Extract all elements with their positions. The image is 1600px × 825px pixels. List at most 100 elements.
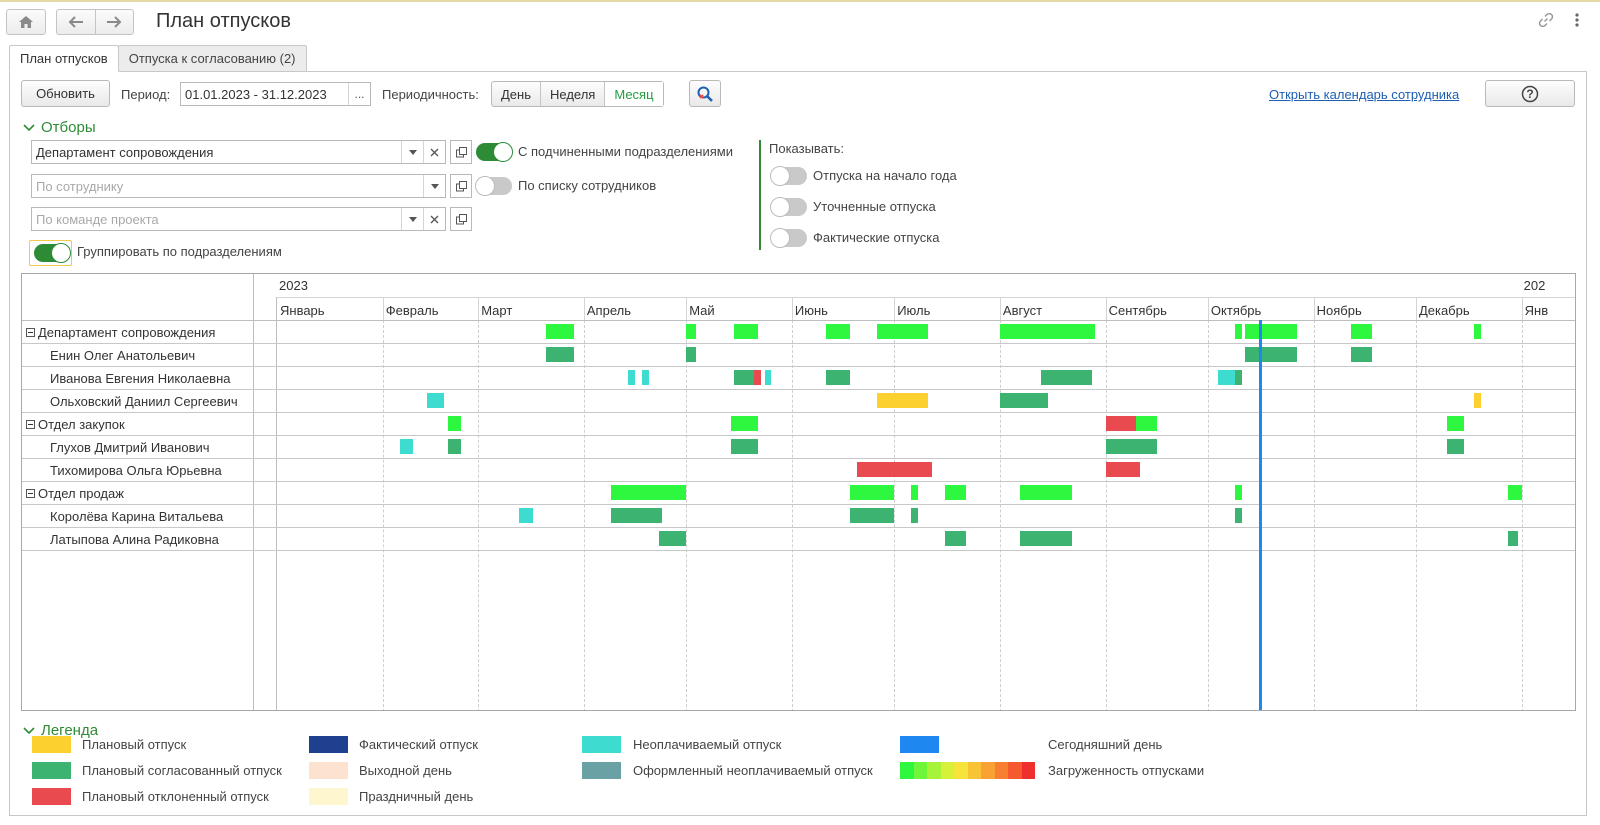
back-button[interactable] — [57, 10, 95, 34]
vacation-bar[interactable] — [399, 439, 414, 454]
vacation-bar[interactable] — [856, 462, 881, 477]
vacation-bar[interactable] — [877, 393, 929, 408]
vacation-bar[interactable] — [1105, 416, 1140, 431]
vacation-bar[interactable] — [611, 485, 687, 500]
vacation-bar[interactable] — [1508, 531, 1519, 546]
vacation-bar[interactable] — [849, 485, 895, 500]
employee-row-name[interactable]: Латыпова Алина Радиковна — [22, 528, 254, 551]
employee-row-name[interactable]: Енин Олег Анатольевич — [22, 344, 254, 367]
show-start-year-toggle[interactable] — [770, 166, 807, 186]
vacation-bar[interactable] — [628, 370, 636, 385]
vacation-bar[interactable] — [826, 324, 850, 339]
vacation-bar[interactable] — [1235, 485, 1243, 500]
vacation-bar[interactable] — [1245, 347, 1297, 362]
collapse-icon[interactable] — [26, 328, 35, 337]
show-refined-toggle[interactable] — [770, 197, 807, 217]
vacation-bar[interactable] — [945, 531, 966, 546]
vacation-bar[interactable] — [1020, 531, 1072, 546]
periodicity-month[interactable]: Месяц — [604, 82, 663, 106]
period-select-button[interactable]: ... — [348, 83, 370, 105]
vacation-bar[interactable] — [611, 508, 663, 523]
vacation-bar[interactable] — [546, 324, 574, 339]
group-row-name[interactable]: Отдел продаж — [22, 482, 254, 505]
open-employee-calendar-link[interactable]: Открыть календарь сотрудника — [1269, 87, 1460, 102]
employee-row-name[interactable]: Тихомирова Ольга Юрьевна — [22, 459, 254, 482]
team-clear-button[interactable] — [423, 208, 445, 230]
vacation-bar[interactable] — [764, 370, 772, 385]
vacation-bar[interactable] — [1446, 416, 1464, 431]
vacation-gantt-chart[interactable]: 2023 202 Январь Февраль Март Апрель Май Июнь Июл… — [21, 273, 1576, 711]
vacation-bar[interactable] — [1473, 324, 1481, 339]
employee-filter[interactable]: По сотруднику — [31, 174, 446, 198]
tab-vacations-to-approve[interactable]: Отпуска к согласованию (2) — [117, 45, 307, 72]
vacation-bar[interactable] — [1235, 370, 1243, 385]
department-clear-button[interactable] — [423, 141, 445, 163]
group-row-name[interactable]: Департамент сопровождения — [22, 321, 254, 344]
vacation-bar[interactable] — [730, 439, 758, 454]
employee-row-name[interactable]: Ольховский Даниил Сергеевич — [22, 390, 254, 413]
vacation-bar[interactable] — [945, 485, 966, 500]
vacation-bar[interactable] — [733, 324, 758, 339]
vacation-bar[interactable] — [641, 370, 649, 385]
employee-dropdown-button[interactable] — [423, 175, 445, 197]
vacation-bar[interactable] — [686, 347, 697, 362]
employee-row-name[interactable]: Иванова Евгения Николаевна — [22, 367, 254, 390]
vacation-bar[interactable] — [1040, 370, 1092, 385]
vacation-bar[interactable] — [519, 508, 533, 523]
periodicity-week[interactable]: Неделя — [540, 82, 604, 106]
vacation-bar[interactable] — [1105, 462, 1140, 477]
vacation-bar[interactable] — [447, 439, 462, 454]
vacation-bar[interactable] — [880, 462, 932, 477]
vacation-bar[interactable] — [1245, 324, 1297, 339]
vacation-bar[interactable] — [877, 324, 929, 339]
home-button[interactable] — [6, 9, 46, 35]
vacation-bar[interactable] — [911, 508, 919, 523]
vacation-bar[interactable] — [1235, 508, 1243, 523]
employee-row-name[interactable]: Королёва Карина Витальева — [22, 505, 254, 528]
vacation-bar[interactable] — [1136, 416, 1157, 431]
vacation-bar[interactable] — [447, 416, 462, 431]
period-field[interactable]: 01.01.2023 - 31.12.2023 ... — [180, 82, 371, 106]
vacation-bar[interactable] — [1508, 485, 1522, 500]
employee-row-name[interactable]: Глухов Дмитрий Иванович — [22, 436, 254, 459]
vacation-bar[interactable] — [754, 370, 762, 385]
group-by-department-toggle[interactable] — [34, 243, 71, 263]
employee-open-button[interactable] — [450, 174, 472, 198]
group-row-name[interactable]: Отдел закупок — [22, 413, 254, 436]
more-menu-button[interactable] — [1575, 12, 1579, 28]
forward-button[interactable] — [94, 10, 134, 34]
team-dropdown-button[interactable] — [401, 208, 423, 230]
team-open-button[interactable] — [450, 207, 472, 231]
collapse-icon[interactable] — [26, 420, 35, 429]
with-subdivisions-toggle[interactable] — [476, 142, 513, 162]
legend-section-header[interactable]: Легенда — [23, 722, 98, 739]
department-open-button[interactable] — [450, 140, 472, 164]
vacation-bar[interactable] — [1351, 347, 1372, 362]
link-button[interactable] — [1538, 12, 1554, 28]
filters-section-header[interactable]: Отборы — [23, 119, 96, 136]
by-employee-list-toggle[interactable] — [475, 176, 512, 196]
vacation-bar[interactable] — [1218, 370, 1239, 385]
vacation-bar[interactable] — [733, 370, 758, 385]
vacation-bar[interactable] — [1235, 324, 1243, 339]
help-button[interactable]: ? — [1485, 80, 1575, 107]
vacation-bar[interactable] — [999, 393, 1048, 408]
vacation-bar[interactable] — [658, 531, 687, 546]
vacation-bar[interactable] — [999, 324, 1096, 339]
tab-vacation-plan[interactable]: План отпусков — [9, 45, 119, 72]
collapse-icon[interactable] — [26, 489, 35, 498]
vacation-bar[interactable] — [686, 324, 697, 339]
vacation-bar[interactable] — [826, 370, 850, 385]
department-filter[interactable]: Департамент сопровождения — [31, 140, 446, 164]
show-actual-toggle[interactable] — [770, 228, 807, 248]
refresh-button[interactable]: Обновить — [21, 80, 110, 107]
vacation-bar[interactable] — [730, 416, 758, 431]
vacation-bar[interactable] — [1020, 485, 1072, 500]
vacation-bar[interactable] — [427, 393, 445, 408]
vacation-bar[interactable] — [849, 508, 895, 523]
vacation-bar[interactable] — [1446, 439, 1464, 454]
department-dropdown-button[interactable] — [401, 141, 423, 163]
vacation-bar[interactable] — [546, 347, 574, 362]
vacation-bar[interactable] — [1473, 393, 1481, 408]
vacation-bar[interactable] — [911, 485, 919, 500]
